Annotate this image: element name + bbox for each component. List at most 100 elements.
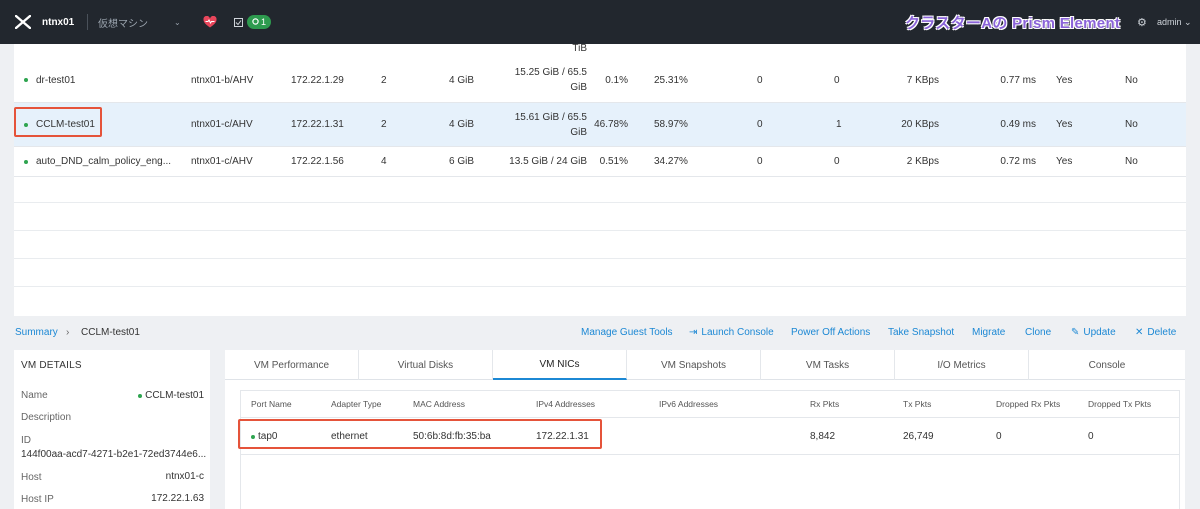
empty-table-row [14, 231, 1186, 259]
memory-usage-cell: 34.27% [654, 156, 688, 167]
tab-vm-nics[interactable]: VM NICs [493, 350, 627, 380]
header-tx-pkts[interactable]: Tx Pkts [903, 399, 932, 409]
cpu-usage-cell: 46.78% [594, 119, 628, 130]
header-port-name[interactable]: Port Name [251, 399, 292, 409]
bandwidth-cell: 20 KBps [901, 119, 939, 130]
host-value[interactable]: ntnx01-c [165, 471, 204, 482]
migrate-button[interactable]: Migrate [972, 326, 1006, 338]
status-dot [24, 78, 28, 82]
storage-line: GiB [570, 82, 587, 93]
cluster-name[interactable]: ntnx01 [42, 16, 75, 28]
nic-table-header: Port Name Adapter Type MAC Address IPv4 … [240, 390, 1180, 418]
bandwidth-cell: 7 KBps [906, 74, 939, 86]
tab-io-metrics[interactable]: I/O Metrics [895, 350, 1029, 380]
task-count-badge[interactable]: 1 [247, 15, 272, 29]
latency-count-cell: 0 [834, 156, 840, 167]
tab-console[interactable]: Console [1088, 359, 1126, 371]
header-ipv6-addresses[interactable]: IPv6 Addresses [659, 399, 719, 409]
memory-cell: 4 GiB [448, 119, 474, 130]
nutanix-logo-icon[interactable] [12, 0, 34, 44]
status-dot [138, 394, 143, 398]
vm-name-cell[interactable]: auto_DND_calm_policy_eng... [24, 147, 171, 176]
table-row-selected[interactable]: CCLM-test01 ntnx01-c/AHV 172.22.1.31 2 4… [14, 103, 1186, 147]
delete-label: Delete [1147, 326, 1177, 338]
header-mac-address[interactable]: MAC Address [413, 399, 465, 409]
vm-name-cell[interactable]: dr-test01 [24, 58, 75, 102]
name-value: CCLM-test01 [138, 390, 204, 401]
status-dot [24, 122, 28, 127]
manage-guest-tools-button[interactable]: Manage Guest Tools [581, 326, 673, 338]
vm-tabs-panel: VM Performance Virtual Disks VM NICs VM … [225, 350, 1185, 509]
main-menu-dropdown[interactable]: 仮想マシン [98, 18, 148, 30]
launch-console-label: Launch Console [701, 326, 774, 338]
launch-console-button[interactable]: ⇥ Launch Console [689, 316, 774, 348]
iops-cell: 0 [757, 74, 763, 86]
ip-cell: 172.22.1.56 [291, 156, 344, 167]
port-name-cell: tap0 [251, 419, 277, 454]
port-name: tap0 [258, 431, 278, 442]
update-label: Update [1083, 326, 1116, 338]
delete-button[interactable]: ✕ Delete [1135, 316, 1176, 348]
cores-cell: 4 [381, 156, 387, 167]
tab-bar: VM Performance Virtual Disks VM NICs VM … [225, 350, 1185, 380]
adapter-type-cell: ethernet [331, 431, 368, 442]
storage-line: 15.25 GiB / 65.5 [514, 67, 587, 78]
nic-table-row[interactable]: tap0 ethernet 50:6b:8d:fb:35:ba 172.22.1… [240, 419, 1180, 455]
power-off-actions-button[interactable]: Power Off Actions [791, 326, 871, 338]
update-button[interactable]: ✎ Update [1071, 316, 1116, 348]
memory-cell: 4 GiB [448, 74, 474, 86]
vm-name: CCLM-test01 [145, 390, 204, 401]
vm-details-panel: VM DETAILS Name CCLM-test01 Description … [14, 350, 210, 509]
take-snapshot-button[interactable]: Take Snapshot [888, 326, 955, 338]
latency-count-cell: 1 [836, 119, 842, 130]
tab-vm-snapshots[interactable]: VM Snapshots [627, 350, 761, 380]
cpu-usage-cell: 0.1% [605, 74, 628, 86]
header-ipv4-addresses[interactable]: IPv4 Addresses [536, 399, 596, 409]
host-ip-label: Host IP [21, 494, 54, 505]
memory-cell: 6 GiB [448, 156, 474, 167]
gear-icon[interactable]: ⚙ [1137, 16, 1147, 29]
launch-icon: ⇥ [689, 326, 698, 338]
ha-cell: No [1125, 156, 1138, 167]
dropped-tx-cell: 0 [1088, 431, 1094, 442]
tab-vm-performance[interactable]: VM Performance [225, 350, 359, 380]
empty-table-row [14, 259, 1186, 287]
cores-cell: 2 [381, 74, 387, 86]
breadcrumb-current: CCLM-test01 [81, 326, 140, 338]
host-cell: ntnx01-c/AHV [191, 156, 253, 167]
user-menu[interactable]: admin ⌄ [1157, 0, 1192, 44]
header-dropped-tx-pkts[interactable]: Dropped Tx Pkts [1088, 399, 1152, 409]
tx-pkts-cell: 26,749 [903, 431, 934, 442]
tab-vm-tasks[interactable]: VM Tasks [761, 350, 895, 380]
table-row[interactable]: dr-test01 ntnx01-b/AHV 172.22.1.29 2 4 G… [14, 58, 1186, 103]
health-heart-icon[interactable] [203, 0, 217, 44]
tasks-icon[interactable] [234, 0, 243, 44]
breadcrumb-summary[interactable]: Summary [15, 326, 58, 338]
header-adapter-type[interactable]: Adapter Type [331, 399, 382, 409]
memory-usage-cell: 58.97% [654, 119, 688, 130]
vm-name-cell[interactable]: CCLM-test01 [24, 103, 95, 146]
storage-cell: 15.61 GiB / 65.5 GiB [484, 103, 587, 146]
host-cell: ntnx01-c/AHV [191, 119, 253, 130]
header-dropped-rx-pkts[interactable]: Dropped Rx Pkts [996, 399, 1061, 409]
clone-button[interactable]: Clone [1025, 326, 1052, 338]
table-row[interactable]: auto_DND_calm_policy_eng... ntnx01-c/AHV… [14, 147, 1186, 177]
ip-cell: 172.22.1.31 [291, 119, 344, 130]
storage-cell: 13.5 GiB / 24 GiB [509, 156, 587, 167]
host-label: Host [21, 472, 42, 483]
tab-virtual-disks[interactable]: Virtual Disks [359, 350, 493, 380]
panel-heading: VM DETAILS [21, 360, 82, 371]
name-label: Name [21, 390, 48, 401]
highlight-box [14, 107, 102, 137]
ipv4-address-cell: 172.22.1.31 [536, 431, 589, 442]
flash-mode-cell: Yes [1056, 119, 1073, 130]
storage-line: 15.61 GiB / 65.5 [514, 111, 587, 123]
id-value: 144f00aa-acd7-4271-b2e1-72ed3744e6... [21, 449, 207, 460]
chevron-down-icon[interactable]: ⌄ [174, 17, 181, 27]
nic-table-frame [240, 390, 1180, 509]
mac-address-cell: 50:6b:8d:fb:35:ba [413, 431, 491, 442]
header-rx-pkts[interactable]: Rx Pkts [810, 399, 840, 409]
latency-cell: 0.77 ms [1000, 74, 1036, 86]
latency-count-cell: 0 [834, 74, 840, 86]
pencil-icon: ✎ [1071, 326, 1080, 338]
